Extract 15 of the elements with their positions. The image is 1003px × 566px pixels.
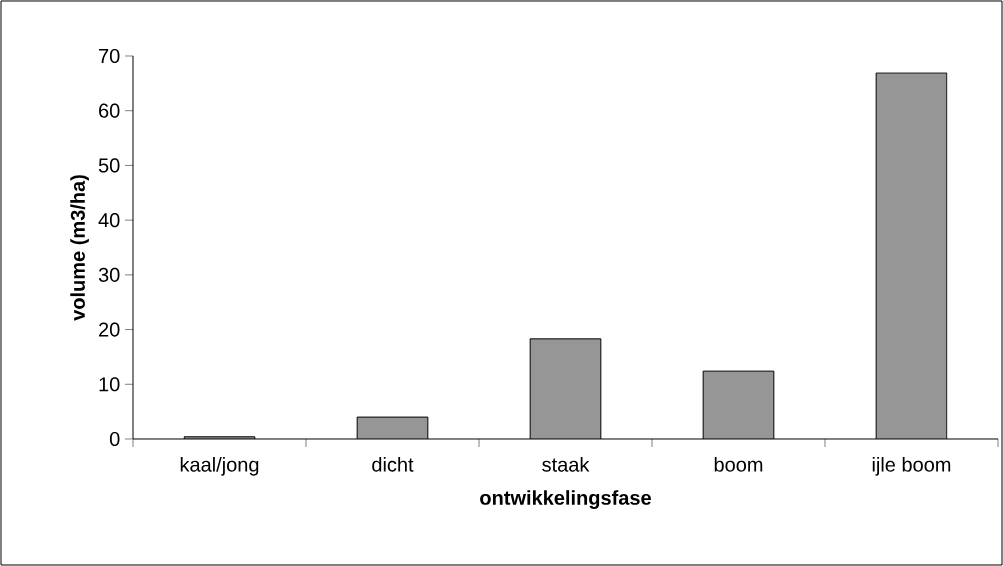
y-tick-label: 70	[99, 48, 120, 64]
y-tick-label: 10	[99, 377, 120, 392]
y-tick-label: 40	[98, 213, 120, 228]
x-tick-label: staak	[542, 457, 590, 472]
x-tick-label: boom	[714, 457, 763, 472]
x-tick-label: kaal/jong	[180, 457, 259, 476]
y-tick-label: 60	[99, 103, 120, 118]
x-tick-label: ijle boom	[872, 457, 951, 476]
y-axis-title: volume (m3/ha)	[70, 175, 89, 321]
y-tick-label: 30	[98, 267, 120, 282]
y-tick-label: 0	[109, 431, 120, 447]
x-axis-title: ontwikkelingsfase	[480, 490, 651, 509]
y-tick-label: 50	[98, 158, 120, 173]
x-tick-label: dicht	[372, 457, 414, 472]
y-tick-label: 20	[99, 322, 120, 337]
